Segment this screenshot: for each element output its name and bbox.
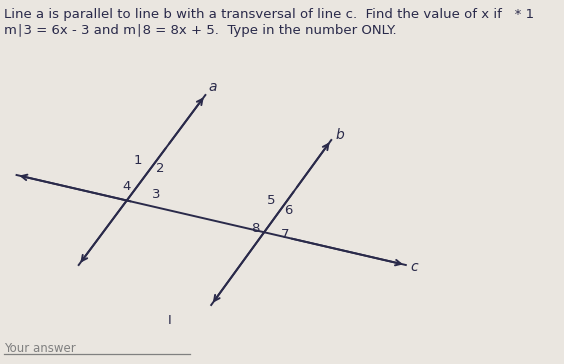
Text: I: I	[168, 313, 171, 327]
Text: 7: 7	[281, 228, 289, 241]
Text: 2: 2	[156, 162, 164, 174]
Text: 8: 8	[251, 222, 259, 234]
Text: 5: 5	[267, 194, 276, 206]
Text: m∣3 = 6x - 3 and m∣8 = 8x + 5.  Type in the number ONLY.: m∣3 = 6x - 3 and m∣8 = 8x + 5. Type in t…	[4, 24, 396, 37]
Text: b: b	[336, 128, 344, 142]
Text: Line a is parallel to line b with a transversal of line c.  Find the value of x : Line a is parallel to line b with a tran…	[4, 8, 534, 21]
Text: a: a	[209, 80, 217, 94]
Text: 3: 3	[152, 187, 161, 201]
Text: 4: 4	[122, 179, 131, 193]
Text: 6: 6	[284, 203, 292, 217]
Text: Your answer: Your answer	[4, 341, 76, 355]
Text: 1: 1	[134, 154, 143, 166]
Text: c: c	[410, 260, 417, 274]
